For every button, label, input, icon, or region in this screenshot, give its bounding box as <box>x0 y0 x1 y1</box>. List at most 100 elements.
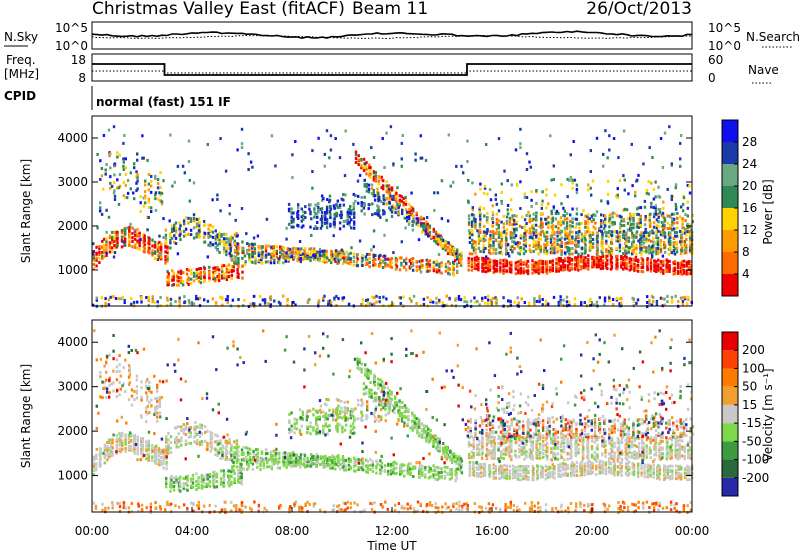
range-time-cell <box>374 258 376 261</box>
range-time-cell <box>369 176 371 179</box>
range-time-cell <box>649 216 651 219</box>
range-time-cell <box>524 232 526 235</box>
range-time-cell <box>546 231 548 234</box>
range-time-cell <box>116 438 118 441</box>
range-time-cell <box>449 268 451 271</box>
range-time-cell <box>312 408 314 411</box>
range-time-cell <box>421 468 423 471</box>
range-time-cell <box>165 229 167 232</box>
range-time-cell <box>496 260 498 263</box>
range-time-cell <box>216 480 218 483</box>
range-time-cell <box>560 230 562 233</box>
range-time-cell <box>444 470 446 473</box>
range-time-cell <box>484 239 486 242</box>
range-time-cell <box>165 435 167 438</box>
range-time-cell <box>241 271 243 274</box>
range-time-cell <box>183 428 185 431</box>
range-time-cell <box>300 260 302 263</box>
range-time-cell <box>368 188 370 191</box>
range-time-cell <box>322 456 324 459</box>
range-time-cell <box>342 199 344 202</box>
range-time-cell <box>429 263 431 266</box>
range-time-cell <box>366 183 368 186</box>
range-time-cell <box>131 240 133 243</box>
range-time-cell <box>400 262 402 265</box>
range-time-cell <box>296 418 298 421</box>
range-time-cell <box>118 370 120 373</box>
range-time-cell <box>596 137 598 140</box>
range-time-cell <box>535 240 537 243</box>
range-time-cell <box>341 251 343 254</box>
range-time-cell <box>675 203 677 206</box>
range-time-cell <box>619 179 621 182</box>
range-time-cell <box>167 439 169 442</box>
range-time-cell <box>111 185 113 188</box>
range-time-cell <box>571 208 573 211</box>
range-time-cell <box>540 218 542 221</box>
range-time-cell <box>628 237 630 240</box>
range-time-cell <box>324 458 326 461</box>
range-time-cell <box>502 296 504 299</box>
range-time-cell <box>211 441 213 444</box>
range-time-cell <box>499 259 501 262</box>
range-time-cell <box>555 225 557 228</box>
range-time-cell <box>629 213 631 216</box>
range-time-cell <box>685 238 687 241</box>
range-time-cell <box>195 295 197 298</box>
range-time-cell <box>368 207 370 210</box>
range-time-cell <box>592 180 594 183</box>
range-time-cell <box>387 463 389 466</box>
range-time-cell <box>258 254 260 257</box>
range-time-cell <box>124 450 126 453</box>
range-time-cell <box>384 469 386 472</box>
range-time-cell <box>433 239 435 242</box>
range-time-cell <box>133 166 135 169</box>
range-time-cell <box>505 238 507 241</box>
range-time-cell <box>494 263 496 266</box>
range-time-cell <box>336 423 338 426</box>
range-time-cell <box>337 297 339 300</box>
range-time-cell <box>228 438 230 441</box>
range-time-cell <box>538 237 540 240</box>
range-time-cell <box>166 246 168 249</box>
range-time-cell <box>643 238 645 241</box>
range-time-cell <box>175 237 177 240</box>
range-time-cell <box>518 301 520 304</box>
range-time-cell <box>197 479 199 482</box>
range-time-cell <box>214 440 216 443</box>
range-time-cell <box>140 195 142 198</box>
range-time-cell <box>600 259 602 262</box>
range-time-cell <box>277 461 279 464</box>
range-time-cell <box>99 206 101 209</box>
range-time-cell <box>148 296 150 299</box>
range-time-cell <box>536 300 538 303</box>
freq-label: Freq. <box>6 53 36 67</box>
range-time-cell <box>129 223 131 226</box>
range-time-cell <box>649 230 651 233</box>
range-time-cell <box>242 452 244 455</box>
range-time-cell <box>148 173 150 176</box>
range-time-cell <box>248 249 250 252</box>
range-time-cell <box>222 445 224 448</box>
range-time-cell <box>355 157 357 160</box>
range-time-cell <box>510 271 512 274</box>
range-time-cell <box>233 451 235 454</box>
range-time-cell <box>171 230 173 233</box>
range-time-cell <box>177 280 179 283</box>
range-time-cell <box>193 279 195 282</box>
range-time-cell <box>396 203 398 206</box>
range-time-cell <box>350 246 352 249</box>
range-time-cell <box>576 218 578 221</box>
range-time-cell <box>586 230 588 233</box>
range-time-cell <box>495 249 497 252</box>
range-time-cell <box>530 166 532 169</box>
range-time-cell <box>306 431 308 434</box>
range-time-cell <box>165 445 167 448</box>
range-time-cell <box>400 302 402 305</box>
range-time-cell <box>329 467 331 470</box>
range-time-cell <box>322 461 324 464</box>
range-time-cell <box>525 222 527 225</box>
range-time-cell <box>495 239 497 242</box>
range-time-cell <box>120 388 122 391</box>
